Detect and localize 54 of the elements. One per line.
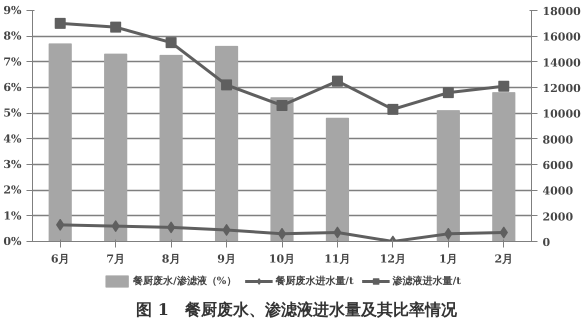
x-tick-label: 9月 [217,252,236,266]
point [498,80,510,92]
x-tick-label: 6月 [50,252,70,266]
y-tick-label: 4% [3,132,22,146]
bar [104,54,128,242]
y2-tick-label: 10000 [542,108,582,121]
y-tick-label: 2% [3,184,22,197]
point [278,228,286,240]
point [221,79,232,90]
point [166,37,177,48]
bar [214,46,238,242]
y-tick-label: 8% [3,30,22,43]
y-tick-label: 0% [3,235,22,248]
x-tick-label: 12月 [380,252,406,266]
x-tick-label: 7月 [106,252,125,266]
legend-label: 餐厨废水/渗滤液（%） [133,274,236,288]
y2-tick-label: 4000 [542,184,574,198]
bar [160,54,183,242]
legend-label: 餐厨废水进水量/t [275,274,354,288]
point [276,100,288,111]
point [442,87,454,98]
y2-tick-label: 12000 [542,82,582,95]
bar [326,118,350,242]
bar [436,110,460,242]
point [387,104,398,115]
x-tick-label: 2月 [494,252,514,266]
y-tick-label: 3% [3,158,22,171]
x-tick-label: 8月 [162,252,180,266]
x-tick-label: 10月 [268,252,296,266]
y-tick-label: 6% [3,81,22,94]
y2-tick-label: 2000 [542,210,574,224]
y2-tick-label: 16000 [542,30,582,44]
y-tick-label: 9% [3,4,22,17]
y2-tick-label: 18000 [542,5,582,18]
y-tick-label: 5% [3,106,22,120]
y2-tick-label: 0 [542,236,550,249]
point [222,224,231,236]
bar [48,43,72,242]
y2-tick-label: 14000 [542,56,582,70]
x-tick-label: 1月 [439,252,458,266]
point [54,18,66,29]
bar [270,97,294,242]
y-tick-label: 1% [3,209,22,222]
y-tick-label: 7% [3,55,22,68]
text: 图 1 餐厨废水、渗滤液进水量及其比率情况 [136,299,457,321]
point [332,76,343,87]
y2-tick-label: 8000 [542,133,574,146]
point [110,22,122,33]
legend-label: 渗滤液进水量/t [392,274,461,288]
x-tick-label: 11月 [324,252,351,266]
point [333,226,342,239]
point [166,221,176,234]
y2-tick-label: 6000 [542,159,574,172]
bar [492,92,516,242]
